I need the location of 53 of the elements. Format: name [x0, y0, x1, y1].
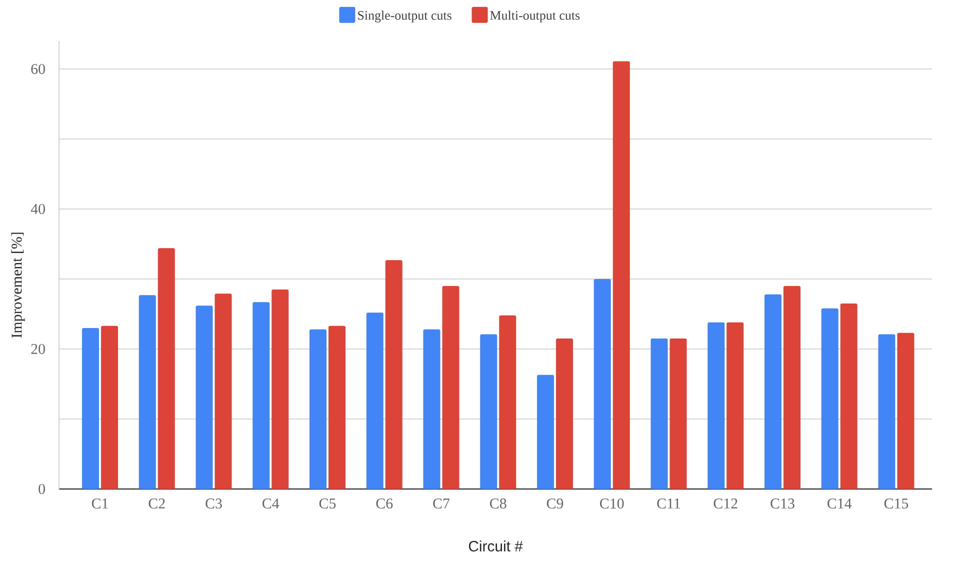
x-axis-title: Circuit # — [468, 540, 523, 552]
bar — [670, 338, 687, 489]
bar — [366, 312, 384, 489]
bar — [897, 332, 914, 489]
x-tick-label: C12 — [714, 498, 738, 509]
x-tick-label: C14 — [828, 498, 852, 509]
bar — [272, 289, 289, 489]
x-tick-label: C8 — [490, 498, 506, 509]
bar — [138, 295, 156, 489]
bar — [385, 260, 402, 489]
x-tick-label: C5 — [319, 498, 336, 509]
bar — [252, 302, 270, 489]
legend-label: Single-output cuts — [358, 10, 452, 22]
bar — [82, 328, 100, 489]
bar — [650, 338, 668, 489]
bar — [594, 278, 611, 489]
bar — [536, 374, 554, 489]
bar — [726, 322, 744, 489]
x-tick-label: C11 — [657, 498, 680, 509]
bar — [442, 286, 460, 489]
y-tick-label: 0 — [38, 484, 45, 494]
legend-label: Multi-output cuts — [490, 10, 580, 22]
bar — [158, 248, 175, 489]
y-tick-label: 40 — [30, 204, 45, 214]
bar — [556, 338, 573, 489]
bar — [423, 329, 440, 489]
x-tick-label: C2 — [148, 498, 165, 509]
x-tick-label: C13 — [770, 498, 794, 509]
x-tick-label: C3 — [206, 498, 222, 509]
bar — [783, 286, 800, 489]
bar — [499, 315, 516, 489]
bar — [878, 334, 896, 489]
x-tick-label: C1 — [92, 498, 108, 509]
x-tick-label: C10 — [600, 498, 624, 509]
y-tick-label: 60 — [31, 64, 45, 74]
x-tick-label: C7 — [433, 498, 450, 509]
bar — [101, 326, 118, 489]
bar — [480, 334, 498, 489]
x-tick-label: C6 — [376, 498, 393, 509]
x-tick-label: C9 — [546, 498, 564, 509]
bar — [328, 326, 346, 489]
x-tick-label: C15 — [884, 498, 908, 509]
bar — [214, 294, 232, 489]
x-tick-label: C4 — [262, 498, 280, 509]
y-axis-title: Improvement [%] — [11, 232, 25, 338]
bar — [840, 303, 858, 489]
bar — [708, 322, 725, 489]
bar — [196, 306, 213, 489]
bar — [764, 294, 782, 489]
y-tick-label: 20 — [31, 344, 45, 354]
bar — [821, 308, 838, 489]
bar — [310, 329, 327, 489]
bar — [612, 61, 630, 489]
